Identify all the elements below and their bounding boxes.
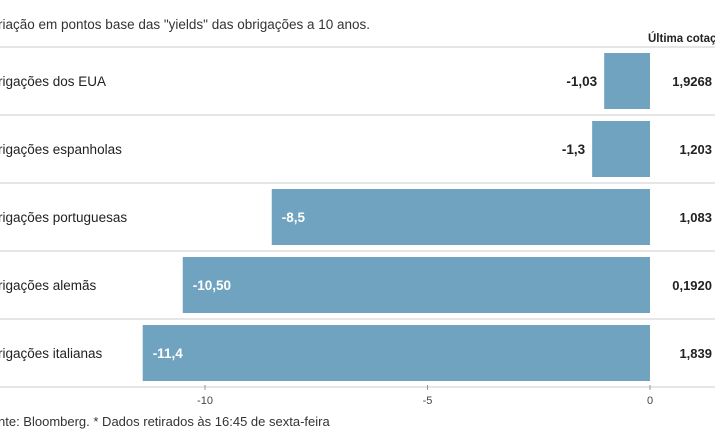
x-tick-label: -5 <box>423 395 433 407</box>
category-label: rigações dos EUA <box>0 74 106 89</box>
bar <box>142 325 650 381</box>
last-quote-header: Última cotação <box>648 33 715 45</box>
value-label: -8,5 <box>282 210 306 225</box>
last-quote-value: 0,1920 <box>672 278 712 293</box>
last-quote-value: 1,9268 <box>672 74 712 89</box>
last-quote-value: 1,083 <box>679 210 712 225</box>
last-quote-value: 1,203 <box>679 142 712 157</box>
category-label: rigações portuguesas <box>0 210 127 225</box>
bar <box>592 121 650 177</box>
bar <box>604 53 650 109</box>
category-label: rigações espanholas <box>0 142 122 157</box>
source-note: nte: Bloomberg. * Dados retirados às 16:… <box>0 414 330 429</box>
bar <box>182 257 650 313</box>
x-tick-label: -10 <box>197 395 213 407</box>
value-label: -11,4 <box>153 346 184 361</box>
value-label: -1,3 <box>562 142 586 157</box>
category-label: rigações alemãs <box>0 278 97 293</box>
chart-subtitle: riação em pontos base das "yields" das o… <box>0 17 371 32</box>
bar <box>271 189 650 245</box>
x-tick-label: 0 <box>647 395 653 407</box>
last-quote-value: 1,839 <box>679 346 712 361</box>
value-label: -10,50 <box>193 278 231 293</box>
value-label: -1,03 <box>566 74 597 89</box>
category-label: rigações italianas <box>0 346 103 361</box>
